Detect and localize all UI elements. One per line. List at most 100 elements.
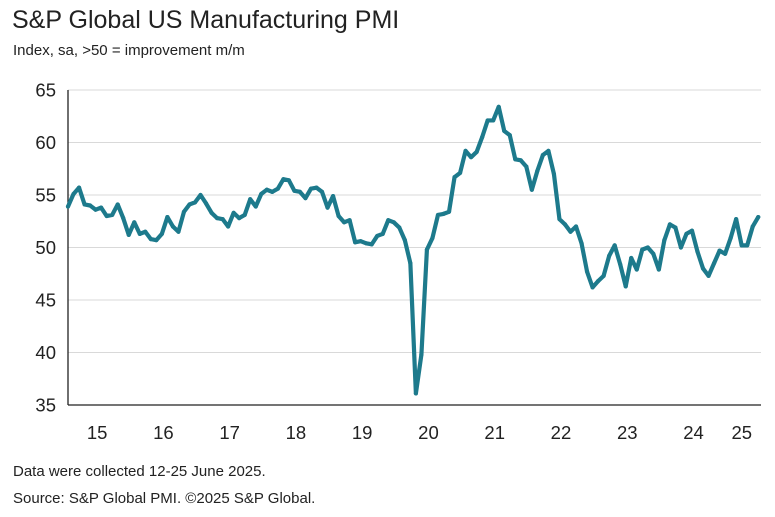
data-point-99: [612, 243, 617, 248]
data-point-95: [590, 285, 595, 290]
data-point-30: [231, 210, 236, 215]
x-tick-label-22: 22: [551, 422, 572, 443]
data-point-79: [502, 128, 507, 134]
data-point-88: [551, 171, 557, 177]
data-point-111: [678, 245, 684, 250]
data-point-70: [452, 175, 457, 180]
data-point-10: [121, 216, 126, 221]
data-point-71: [457, 170, 463, 176]
data-point-89: [557, 217, 562, 222]
data-point-107: [656, 267, 661, 272]
data-point-8: [110, 212, 115, 218]
x-tick-label-23: 23: [617, 422, 638, 443]
data-point-15: [148, 237, 153, 242]
data-point-16: [154, 238, 159, 243]
data-point-28: [220, 217, 225, 222]
data-point-23: [192, 200, 198, 205]
data-point-93: [579, 241, 584, 246]
data-point-90: [562, 222, 568, 227]
chart-title: S&P Global US Manufacturing PMI: [12, 6, 400, 34]
series-line: [65, 104, 761, 396]
data-point-0: [65, 204, 71, 209]
data-point-43: [303, 196, 308, 201]
x-axis: 15 16 17 18 19 20 21 22 23 24 25: [68, 404, 761, 443]
data-point-36: [264, 187, 269, 192]
data-point-22: [187, 202, 192, 207]
y-tick-label-55: 55: [35, 185, 56, 206]
data-point-112: [684, 231, 689, 236]
data-point-60: [397, 225, 402, 230]
plot-series: [65, 104, 761, 396]
data-point-116: [706, 273, 711, 278]
data-point-62: [408, 261, 413, 266]
data-point-78: [496, 104, 501, 109]
data-point-119: [723, 251, 728, 256]
data-point-13: [137, 231, 142, 236]
data-point-102: [629, 255, 634, 261]
data-point-21: [181, 209, 187, 214]
x-tick-label-19: 19: [352, 422, 373, 443]
data-point-98: [607, 253, 612, 258]
data-point-97: [601, 273, 606, 278]
data-point-67: [435, 212, 441, 218]
x-tick-label-25: 25: [732, 422, 753, 443]
data-point-40: [286, 178, 291, 183]
data-point-81: [513, 157, 518, 162]
data-point-106: [651, 251, 656, 256]
data-point-123: [745, 243, 750, 248]
data-point-74: [474, 149, 479, 155]
data-point-54: [364, 241, 369, 246]
data-point-39: [281, 177, 286, 182]
data-point-5: [93, 207, 98, 212]
data-point-91: [568, 229, 573, 234]
x-tick-label-20: 20: [418, 422, 439, 443]
data-point-76: [485, 118, 490, 123]
data-point-26: [209, 210, 214, 215]
data-point-52: [353, 240, 358, 245]
data-point-33: [248, 197, 253, 202]
data-point-50: [341, 220, 347, 225]
data-point-24: [198, 192, 203, 198]
data-point-25: [203, 201, 209, 206]
x-tick-label-15: 15: [87, 422, 108, 443]
data-point-59: [391, 220, 396, 225]
data-point-96: [596, 279, 601, 284]
data-point-31: [237, 216, 242, 221]
y-axis: 35 40 45 50 55 60 65: [35, 80, 69, 416]
data-point-19: [170, 224, 176, 229]
x-tick-label-18: 18: [286, 422, 307, 443]
data-point-120: [728, 235, 733, 241]
data-point-66: [430, 235, 435, 241]
data-point-56: [375, 233, 380, 239]
data-point-6: [99, 205, 104, 210]
source-note: Source: S&P Global PMI. ©2025 S&P Global…: [13, 490, 316, 507]
data-point-69: [446, 209, 452, 214]
data-point-121: [734, 217, 739, 222]
data-point-46: [319, 189, 325, 194]
data-point-104: [640, 247, 645, 252]
data-point-61: [402, 238, 407, 243]
data-point-49: [336, 213, 341, 219]
y-tick-label-60: 60: [35, 132, 56, 153]
data-point-3: [82, 202, 87, 207]
data-point-87: [546, 148, 551, 153]
data-collection-note: Data were collected 12-25 June 2025.: [13, 463, 266, 480]
x-tick-label-24: 24: [683, 422, 704, 443]
x-tick-label-17: 17: [219, 422, 240, 443]
chart-subtitle: Index, sa, >50 = improvement m/m: [13, 42, 245, 59]
data-point-115: [700, 266, 706, 271]
data-point-4: [87, 203, 93, 208]
data-point-58: [386, 218, 391, 223]
data-point-82: [518, 158, 523, 163]
x-tick-label-16: 16: [153, 422, 174, 443]
data-point-80: [507, 133, 512, 138]
data-point-114: [695, 249, 700, 254]
data-point-108: [662, 238, 667, 243]
data-point-2: [76, 185, 82, 190]
data-point-48: [330, 193, 336, 199]
y-tick-label-65: 65: [35, 80, 56, 101]
y-tick-label-50: 50: [35, 237, 56, 258]
data-point-92: [573, 224, 579, 229]
data-point-51: [347, 218, 352, 223]
data-point-47: [325, 205, 330, 210]
